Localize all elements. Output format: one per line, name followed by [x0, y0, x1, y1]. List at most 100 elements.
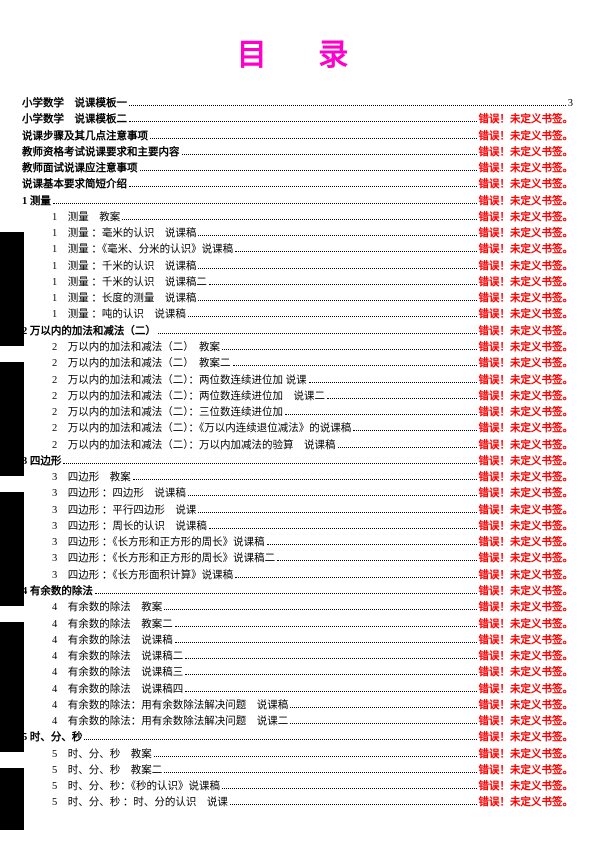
- side-bar-0: [0, 232, 24, 346]
- toc-label: 4 有余数的除法 说课稿: [22, 633, 173, 649]
- toc-label: 2 万以内的加法和减法（二） 教案: [22, 340, 220, 356]
- toc-error: 错误！未定义书签。: [479, 649, 574, 665]
- toc-error: 错误！未定义书签。: [479, 454, 574, 470]
- toc-label: 5 时、分、秒 ：时、分的认识 说课: [22, 795, 228, 811]
- toc-dots: [277, 553, 476, 561]
- toc-label: 小学数学 说课模板二: [22, 112, 127, 128]
- toc-error: 错误！未定义书签。: [479, 665, 574, 681]
- toc-label: 教师面试说课应注意事项: [22, 161, 138, 177]
- toc-entry: 4 有余数的除法 教案二错误！未定义书签。: [22, 617, 573, 633]
- toc-entry: 3 四边形 ：《长方形和正方形的周长》说课稿错误！未定义书签。: [22, 535, 573, 551]
- toc-label: 2 万以内的加法和减法（二）: [22, 324, 156, 340]
- toc-error: 错误！未定义书签。: [479, 503, 574, 519]
- toc-error: 错误！未定义书签。: [479, 259, 574, 275]
- toc-dots: [327, 390, 477, 398]
- toc-entry: 2 万以内的加法和减法（二）：两位数连续进位加 说课二错误！未定义书签。: [22, 389, 573, 405]
- toc-label: 3 四边形 ：《长方形和正方形的周长》说课稿二: [22, 551, 275, 567]
- page-container: 目 录 小学数学 说课模板一3小学数学 说课模板二错误！未定义书签。说课步骤及其…: [0, 0, 595, 832]
- toc-dots: [198, 293, 476, 301]
- toc-dots: [129, 114, 477, 122]
- toc-dots: [338, 439, 477, 447]
- toc-error: 错误！未定义书签。: [479, 340, 574, 356]
- toc-error: 错误！未定义书签。: [479, 291, 574, 307]
- toc-entry: 1 测量 ：吨的认识 说课稿错误！未定义书签。: [22, 307, 573, 323]
- toc-entry: 1 测量 ：毫米的认识 说课稿错误！未定义书签。: [22, 226, 573, 242]
- toc-dots: [309, 374, 477, 382]
- side-bar-4: [0, 768, 24, 830]
- toc-label: 1 测量 ：吨的认识 说课稿: [22, 307, 186, 323]
- toc-error: 错误！未定义书签。: [479, 356, 574, 372]
- toc-entry: 3 四边形 教案错误！未定义书签。: [22, 470, 573, 486]
- toc-body: 小学数学 说课模板一3小学数学 说课模板二错误！未定义书签。说课步骤及其几点注意…: [22, 96, 573, 812]
- toc-error: 错误！未定义书签。: [479, 145, 574, 161]
- toc-dots: [222, 781, 477, 789]
- toc-entry: 4 有余数的除法：用有余数除法解决问题 说课二错误！未定义书签。: [22, 714, 573, 730]
- toc-label: 4 有余数的除法：用有余数除法解决问题 说课二: [22, 714, 288, 730]
- toc-error: 错误！未定义书签。: [479, 730, 574, 746]
- toc-entry: 2 万以内的加法和减法（二） 教案 错误！未定义书签。: [22, 340, 573, 356]
- toc-label: 3 四边形 ：《长方形面积计算》说课稿: [22, 568, 233, 584]
- toc-entry: 说课基本要求简短介绍错误！未定义书签。: [22, 177, 573, 193]
- toc-entry: 3 四边形 ：周长的认识 说课稿错误！未定义书签。: [22, 519, 573, 535]
- toc-label: 1 测量 教案: [22, 210, 120, 226]
- toc-entry: 说课步骤及其几点注意事项错误！未定义书签。: [22, 129, 573, 145]
- toc-error: 错误！未定义书签。: [479, 600, 574, 616]
- toc-entry: 3 四边形 ：四边形 说课稿错误！未定义书签。: [22, 486, 573, 502]
- toc-error: 错误！未定义书签。: [479, 242, 574, 258]
- toc-error: 错误！未定义书签。: [479, 568, 574, 584]
- toc-entry: 1 测量 ：千米的认识 说课稿错误！未定义书签。: [22, 259, 573, 275]
- toc-error: 错误！未定义书签。: [479, 633, 574, 649]
- toc-dots: [158, 325, 477, 333]
- toc-dots: [182, 146, 477, 154]
- toc-error: 错误！未定义书签。: [479, 421, 574, 437]
- toc-dots: [185, 683, 476, 691]
- toc-dots: [150, 130, 477, 138]
- toc-label: 4 有余数的除法: [22, 584, 93, 600]
- toc-entry: 1 测量 ：长度的测量 说课稿 错误！未定义书签。: [22, 291, 573, 307]
- toc-label: 1 测量 ：千米的认识 说课稿二: [22, 275, 207, 291]
- toc-dots: [175, 618, 477, 626]
- side-bar-3: [0, 622, 24, 752]
- toc-error: 错误！未定义书签。: [479, 112, 574, 128]
- toc-entry: 4 有余数的除法 错误！未定义书签。: [22, 584, 573, 600]
- toc-dots: [230, 797, 477, 805]
- toc-error: 错误！未定义书签。: [479, 747, 574, 763]
- toc-entry: 4 有余数的除法 教案错误！未定义书签。: [22, 600, 573, 616]
- toc-error: 错误！未定义书签。: [479, 698, 574, 714]
- toc-label: 5 时、分、秒 教案: [22, 747, 152, 763]
- toc-label: 4 有余数的除法 教案二: [22, 617, 173, 633]
- toc-entry: 2 万以内的加法和减法（二）：万以内加减法的验算 说课稿错误！未定义书签。: [22, 438, 573, 454]
- toc-entry: 4 有余数的除法：用有余数除法解决问题 说课稿 错误！未定义书签。: [22, 698, 573, 714]
- toc-error: 错误！未定义书签。: [479, 779, 574, 795]
- toc-error: 错误！未定义书签。: [479, 161, 574, 177]
- toc-label: 2 万以内的加法和减法（二）：两位数连续进位加 说课二: [22, 389, 325, 405]
- toc-dots: [129, 179, 477, 187]
- toc-label: 2 万以内的加法和减法（二）：三位数连续进位加: [22, 405, 283, 421]
- toc-error: 错误！未定义书签。: [479, 763, 574, 779]
- toc-dots: [175, 634, 477, 642]
- toc-dots: [164, 602, 476, 610]
- toc-title: 目 录: [22, 30, 573, 74]
- toc-label: 2 万以内的加法和减法（二）：万以内加减法的验算 说课稿: [22, 438, 336, 454]
- toc-label: 1 测量 ：长度的测量 说课稿: [22, 291, 196, 307]
- side-bar-1: [0, 362, 24, 476]
- toc-label: 4 有余数的除法：用有余数除法解决问题 说课稿: [22, 698, 288, 714]
- toc-dots: [285, 407, 477, 415]
- toc-error: 错误！未定义书签。: [479, 584, 574, 600]
- toc-entry: 2 万以内的加法和减法（二）：《万以内连续退位减法》的说课稿 错误！未定义书签。: [22, 421, 573, 437]
- toc-error: 错误！未定义书签。: [479, 129, 574, 145]
- toc-error: 错误！未定义书签。: [479, 405, 574, 421]
- toc-label: 2 万以内的加法和减法（二）：《万以内连续退位减法》的说课稿: [22, 421, 351, 437]
- toc-label: 4 有余数的除法 说课稿二: [22, 649, 183, 665]
- toc-dots: [53, 195, 477, 203]
- toc-dots: [267, 537, 477, 545]
- toc-label: 2 万以内的加法和减法（二）：两位数连续进位加 说课: [22, 373, 307, 389]
- toc-entry: 1 测量 ：《毫米、分米的认识》说课稿错误！未定义书签。: [22, 242, 573, 258]
- toc-dots: [233, 358, 477, 366]
- toc-label: 3 四边形 ：《长方形和正方形的周长》说课稿: [22, 535, 265, 551]
- toc-dots: [290, 716, 476, 724]
- toc-error: 错误！未定义书签。: [479, 194, 574, 210]
- toc-dots: [198, 228, 476, 236]
- toc-dots: [188, 488, 477, 496]
- toc-entry: 2 万以内的加法和减法（二）：两位数连续进位加 说课错误！未定义书签。: [22, 373, 573, 389]
